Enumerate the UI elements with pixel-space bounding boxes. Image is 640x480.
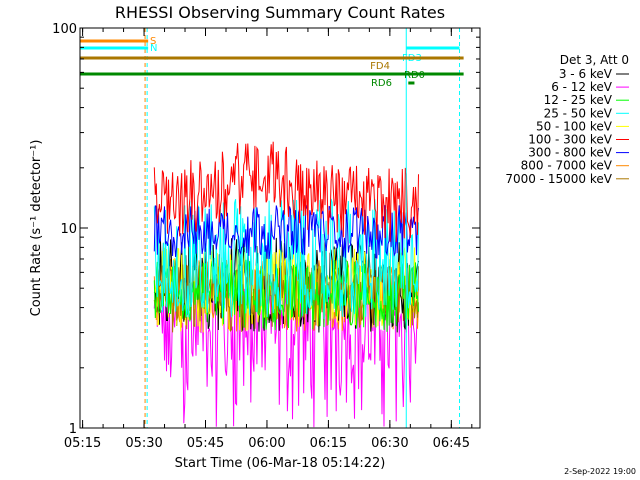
x-tick-label: 06:30 <box>371 436 408 451</box>
flag-label-n: N <box>150 43 157 54</box>
x-tick-label: 06:45 <box>433 436 470 451</box>
legend-label: 6 - 12 keV <box>551 80 613 94</box>
x-tick-label: 06:00 <box>248 436 285 451</box>
legend-label: 25 - 50 keV <box>544 106 613 120</box>
x-axis-label: Start Time (06-Mar-18 05:14:22) <box>175 456 386 471</box>
x-tick-label: 05:15 <box>64 436 101 451</box>
flag-layer: SNFD3FD4RD0RD6 <box>80 36 464 89</box>
legend-label: 800 - 7000 keV <box>521 159 613 173</box>
y-tick-label: 100 <box>52 22 77 37</box>
y-tick-label: 1 <box>69 422 77 437</box>
flag-label-fd4: FD4 <box>370 61 390 72</box>
legend-label: 50 - 100 keV <box>536 119 613 133</box>
chart-title: RHESSI Observing Summary Count Rates <box>115 3 445 22</box>
legend-label: 100 - 300 keV <box>528 133 612 147</box>
series-line-5 <box>153 141 419 242</box>
flag-label-s: S <box>150 36 156 47</box>
series-line-2 <box>153 259 419 332</box>
legend-label: 12 - 25 keV <box>544 93 613 107</box>
x-tick-label: 06:15 <box>310 436 347 451</box>
x-tick-label: 05:30 <box>125 436 162 451</box>
legend-title: Det 3, Att 0 <box>560 53 629 67</box>
y-tick-label: 10 <box>60 222 77 237</box>
data-layer <box>153 141 419 428</box>
y-axis-label: Count Rate (s⁻¹ detector⁻¹) <box>29 140 44 317</box>
date-stamp: 2-Sep-2022 19:00 <box>564 467 636 476</box>
axis-layer: 05:15 05:30 05:45 06:00 06:15 06:30 06:45 1 10 10… <box>52 22 480 451</box>
flag-label-rd0: RD0 <box>404 70 425 81</box>
legend-label: 3 - 6 keV <box>559 67 613 81</box>
flag-label-rd6: RD6 <box>371 78 392 89</box>
x-tick-label: 05:45 <box>187 436 224 451</box>
legend-label: 300 - 800 keV <box>528 146 612 160</box>
series-line-6 <box>153 204 419 259</box>
legend-label: 7000 - 15000 keV <box>505 172 612 186</box>
